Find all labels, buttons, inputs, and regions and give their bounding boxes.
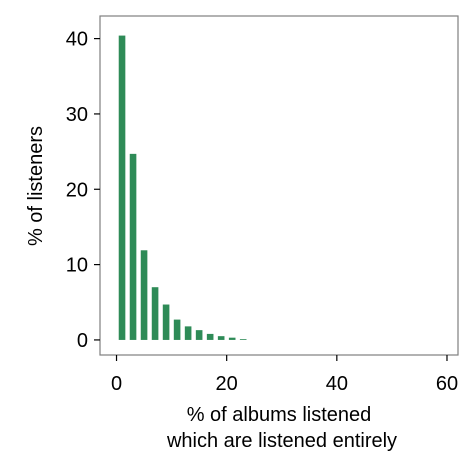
x-axis-title-line-2: which are listened entirely	[166, 430, 397, 452]
bar	[217, 336, 225, 340]
y-tick-label: 10	[66, 255, 88, 277]
x-tick-label: 60	[436, 373, 458, 395]
bar	[140, 250, 148, 340]
x-tick-label: 20	[216, 373, 238, 395]
bar	[173, 319, 181, 340]
y-tick-label: 0	[77, 330, 88, 352]
bar	[206, 333, 214, 340]
x-axis: 0 20 40 60	[111, 355, 458, 395]
bar	[184, 326, 192, 340]
bar	[162, 304, 170, 340]
y-axis: 0 10 20 30 40	[66, 29, 100, 352]
bars-group	[118, 35, 247, 340]
bar	[228, 337, 236, 340]
bar	[129, 153, 137, 340]
y-tick-label: 40	[66, 29, 88, 51]
x-tick-label: 0	[111, 373, 122, 395]
y-tick-label: 30	[66, 104, 88, 126]
bar	[118, 35, 126, 340]
bar	[195, 330, 203, 340]
bar	[151, 287, 159, 340]
plot-panel	[99, 15, 459, 356]
y-tick-label: 20	[66, 179, 88, 201]
y-axis-title: % of listeners	[25, 126, 47, 246]
bar	[239, 339, 247, 340]
x-tick-label: 40	[326, 373, 348, 395]
x-axis-title-line-1: % of albums listened	[187, 404, 372, 426]
